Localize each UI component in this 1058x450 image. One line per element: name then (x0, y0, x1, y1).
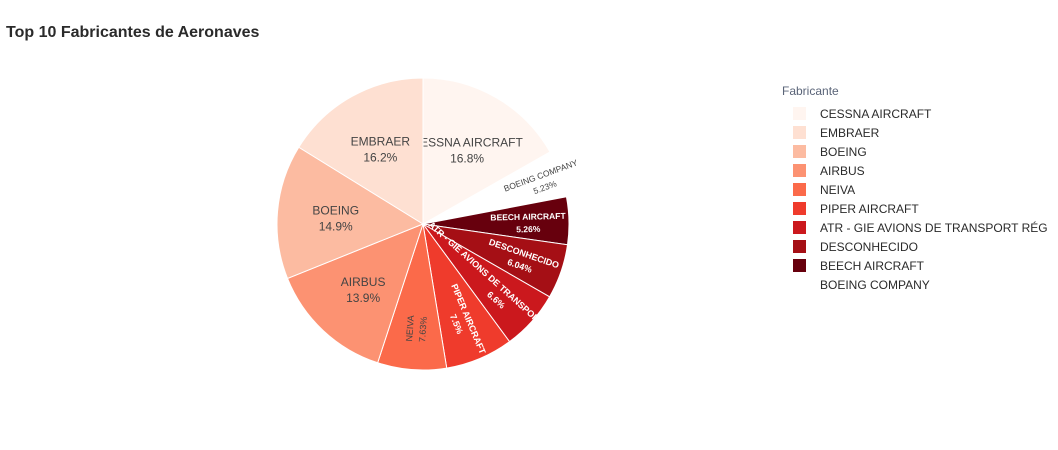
legend-swatch (793, 145, 806, 158)
legend-item-cessna-aircraft[interactable]: CESSNA AIRCRAFT (782, 104, 1048, 123)
legend-label: BOEING COMPANY (820, 277, 930, 292)
chart-title: Top 10 Fabricantes de Aeronaves (6, 24, 260, 41)
slice-percent-label: 14.9% (319, 220, 353, 234)
legend-item-airbus[interactable]: AIRBUS (782, 161, 1048, 180)
legend-label: ATR - GIE AVIONS DE TRANSPORT RÉG (820, 220, 1048, 235)
legend-label: DESCONHECIDO (820, 239, 919, 254)
pie-slice-cessna-aircraft[interactable] (422, 77, 551, 225)
slice-percent-label: 16.2% (363, 150, 397, 164)
legend-swatch (793, 221, 806, 234)
legend-swatch (793, 278, 806, 291)
legend-swatch (793, 240, 806, 253)
pie-slice-embraer[interactable] (298, 77, 424, 225)
slice-label-cessna-aircraft: CESSNA AIRCRAFT 16.8% (411, 135, 523, 165)
legend-label: NEIVA (820, 182, 856, 197)
legend-swatch (793, 107, 806, 120)
slice-label-neiva: NEIVA 7.63% (404, 315, 429, 343)
legend-item-desconhecido[interactable]: DESCONHECIDO (782, 237, 1048, 256)
legend-items: CESSNA AIRCRAFT EMBRAER BOEING AIRBUS NEIVA P… (782, 104, 1048, 294)
slice-percent-label: 13.9% (346, 291, 380, 305)
legend-swatch (793, 259, 806, 272)
legend-label: BOEING (820, 144, 867, 159)
slice-percent-label: 5.26% (516, 224, 541, 235)
slice-percent-label: 16.8% (450, 151, 484, 165)
slice-name-label: AIRBUS (341, 275, 386, 289)
legend-swatch (793, 126, 806, 139)
legend-item-boeing[interactable]: BOEING (782, 142, 1048, 161)
legend-item-boeing-company[interactable]: BOEING COMPANY (782, 275, 1048, 294)
legend-label: EMBRAER (820, 125, 880, 140)
legend-swatch (793, 202, 806, 215)
slice-name-label: BEECH AIRCRAFT (490, 211, 566, 223)
legend-item-embraer[interactable]: EMBRAER (782, 123, 1048, 142)
slice-name-label: BOEING (312, 204, 359, 218)
slice-name-label: NEIVA (404, 315, 416, 342)
legend-item-neiva[interactable]: NEIVA (782, 180, 1048, 199)
slice-label-embraer: EMBRAER 16.2% (351, 134, 411, 164)
slice-percent-label: 7.63% (417, 316, 429, 342)
legend-label: BEECH AIRCRAFT (820, 258, 925, 273)
legend-label: PIPER AIRCRAFT (820, 201, 919, 216)
legend-item-piper-aircraft[interactable]: PIPER AIRCRAFT (782, 199, 1048, 218)
legend: Fabricante CESSNA AIRCRAFT EMBRAER BOEING A… (782, 84, 1048, 294)
pie-slice-boeing[interactable] (276, 146, 425, 280)
slice-name-label: EMBRAER (351, 134, 411, 148)
legend-label: CESSNA AIRCRAFT (820, 106, 932, 121)
slice-label-airbus: AIRBUS 13.9% (341, 275, 386, 305)
legend-item-beech-aircraft[interactable]: BEECH AIRCRAFT (782, 256, 1048, 275)
pie-slice-boeing-company[interactable] (443, 143, 588, 217)
slice-label-boeing: BOEING 14.9% (312, 204, 359, 234)
legend-swatch (793, 164, 806, 177)
legend-title: Fabricante (782, 84, 839, 98)
pie-slice-airbus[interactable] (286, 223, 424, 364)
legend-swatch (793, 183, 806, 196)
slice-name-label: CESSNA AIRCRAFT (411, 135, 523, 149)
legend-label: AIRBUS (820, 163, 865, 178)
legend-item-atr-gie-avions-de-transport-r-g[interactable]: ATR - GIE AVIONS DE TRANSPORT RÉG (782, 218, 1048, 237)
